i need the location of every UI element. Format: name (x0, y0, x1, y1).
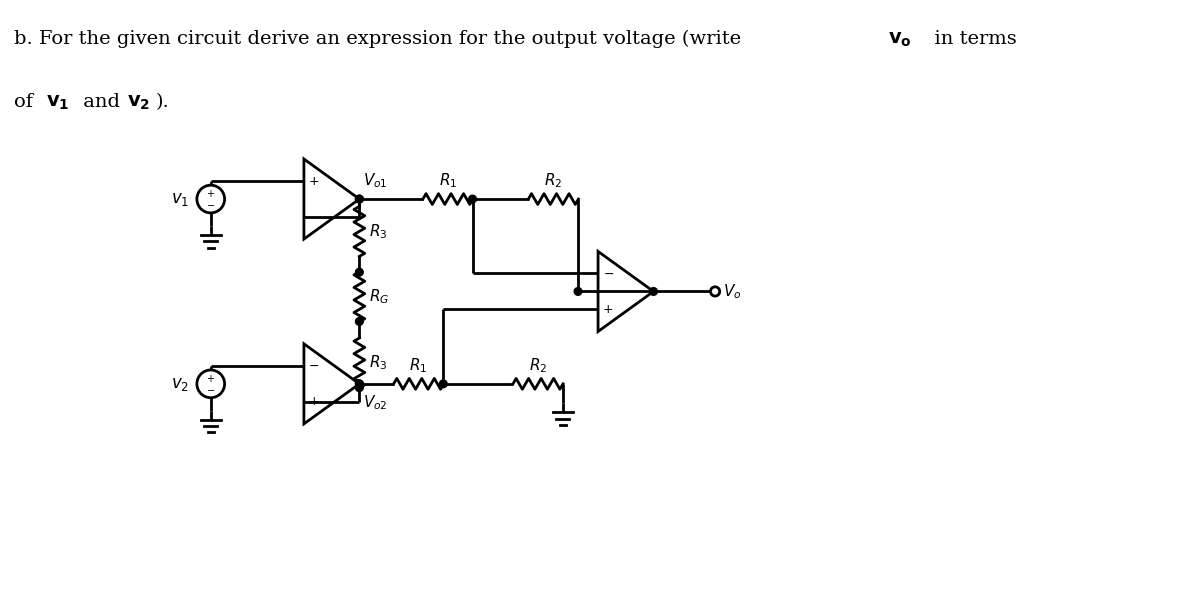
Text: $\mathbf{v_1}$: $\mathbf{v_1}$ (46, 93, 70, 112)
Text: $+$: $+$ (206, 188, 215, 199)
Text: $R_1$: $R_1$ (409, 356, 428, 374)
Text: of: of (14, 93, 40, 111)
Text: and: and (77, 93, 126, 111)
Text: $V_{o2}$: $V_{o2}$ (364, 393, 388, 412)
Circle shape (355, 384, 364, 392)
Text: $-$: $-$ (308, 211, 319, 224)
Text: $V_o$: $V_o$ (722, 282, 742, 301)
Text: $-$: $-$ (602, 267, 613, 280)
Circle shape (574, 287, 582, 295)
Text: $R_3$: $R_3$ (368, 354, 388, 373)
Circle shape (355, 317, 364, 325)
Text: $+$: $+$ (206, 373, 215, 384)
Text: b. For the given circuit derive an expression for the output voltage (write: b. For the given circuit derive an expre… (14, 30, 748, 48)
Circle shape (469, 195, 476, 203)
Text: $-$: $-$ (206, 199, 215, 209)
Circle shape (439, 380, 448, 388)
Text: $+$: $+$ (602, 303, 613, 316)
Circle shape (355, 195, 364, 203)
Circle shape (355, 195, 364, 203)
Circle shape (355, 380, 364, 388)
Text: ).: ). (156, 93, 169, 111)
Text: $-$: $-$ (308, 359, 319, 373)
Text: $+$: $+$ (308, 395, 319, 409)
Text: $-$: $-$ (206, 384, 215, 394)
Text: $R_3$: $R_3$ (368, 222, 388, 241)
Text: $R_2$: $R_2$ (545, 171, 563, 190)
Text: $\mathbf{v_2}$: $\mathbf{v_2}$ (127, 93, 150, 112)
Text: $v_2$: $v_2$ (172, 375, 190, 393)
Text: $R_2$: $R_2$ (529, 356, 547, 374)
Text: $V_{o1}$: $V_{o1}$ (364, 171, 388, 190)
Text: $+$: $+$ (308, 175, 319, 188)
Circle shape (355, 268, 364, 276)
Text: $v_1$: $v_1$ (170, 190, 190, 208)
Circle shape (355, 380, 364, 388)
Text: $\mathbf{v_o}$: $\mathbf{v_o}$ (888, 30, 912, 49)
Text: in terms: in terms (922, 30, 1016, 48)
Circle shape (649, 287, 658, 295)
Text: $R_G$: $R_G$ (368, 287, 389, 306)
Text: $R_1$: $R_1$ (439, 171, 457, 190)
